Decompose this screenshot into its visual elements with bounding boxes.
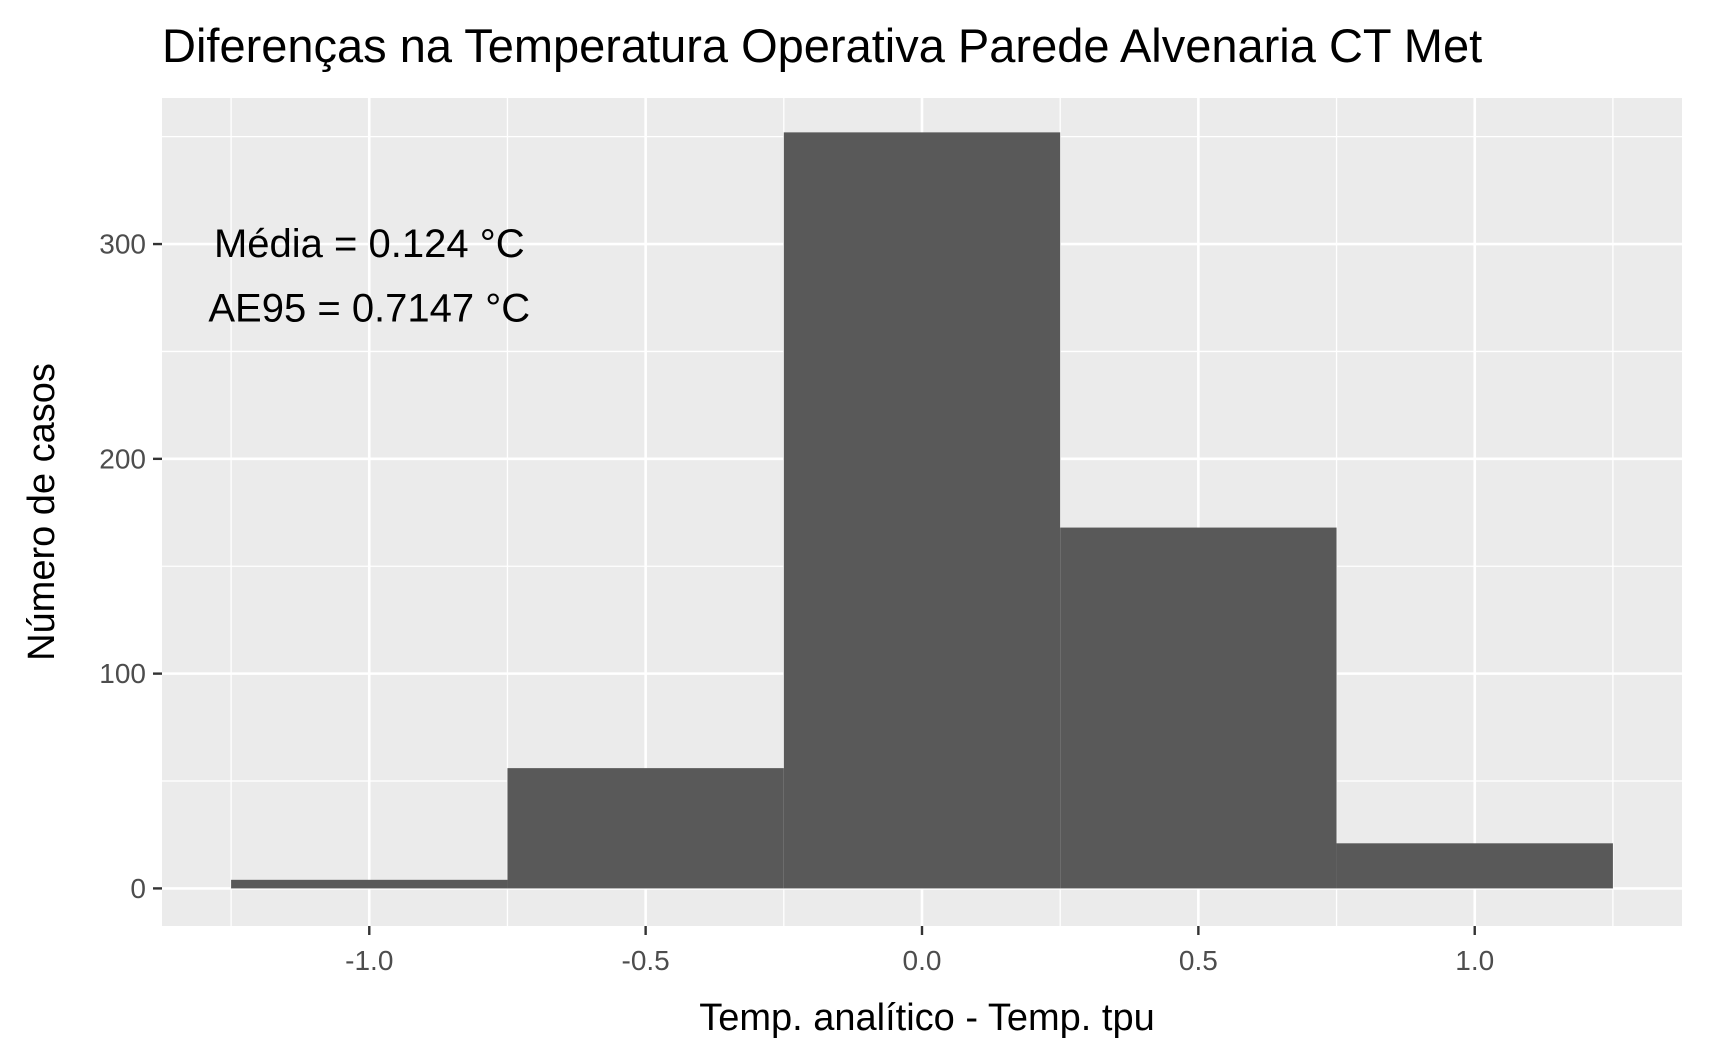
y-tick-label: 100 [99, 658, 146, 689]
histogram-bar-3 [783, 132, 1061, 889]
histogram-bar-1 [231, 879, 508, 889]
y-axis: 0 100 200 300 [99, 229, 162, 904]
annotation-2: AE95 = 0.7147 °C [208, 286, 530, 330]
x-tick-label: 0.0 [903, 945, 942, 976]
x-tick-label: -1.0 [345, 945, 393, 976]
y-tick-label: 200 [99, 443, 146, 474]
annotations: Média = 0.124 °C AE95 = 0.7147 °C [208, 222, 530, 330]
y-tick-label: 300 [99, 229, 146, 260]
histogram-bars [231, 132, 1613, 889]
annotation-1: Média = 0.124 °C [214, 222, 525, 266]
y-axis-title: Número de casos [21, 363, 63, 661]
histogram-bar-2 [507, 768, 784, 889]
chart-title: Diferenças na Temperatura Operativa Pare… [162, 19, 1482, 72]
x-axis: -1.0 -0.5 0.0 0.5 1.0 [345, 926, 1494, 976]
x-tick-label: 1.0 [1455, 945, 1494, 976]
x-tick-label: 0.5 [1179, 945, 1218, 976]
x-axis-title: Temp. analítico - Temp. tpu [699, 997, 1155, 1039]
histogram-bar-4 [1060, 527, 1337, 889]
x-tick-label: -0.5 [622, 945, 670, 976]
histogram-bar-5 [1336, 843, 1613, 889]
y-tick-label: 0 [130, 873, 146, 904]
